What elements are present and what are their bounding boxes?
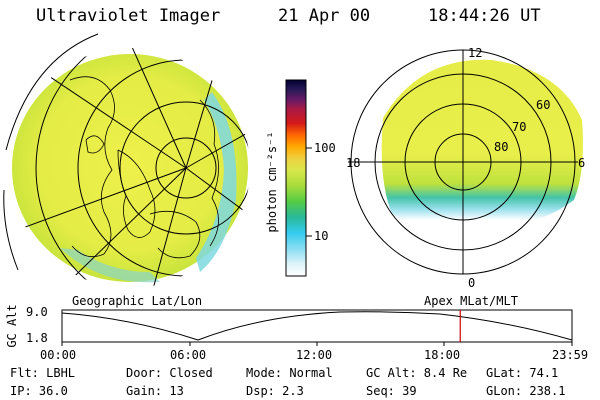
altitude-plot — [61, 309, 573, 346]
time-tick-1200: 12:00 — [296, 348, 333, 362]
colorbar-tick-100: 100 — [314, 141, 336, 155]
uv-emission-image-left — [12, 54, 248, 282]
mlt-label-dusk: 18 — [346, 156, 361, 170]
filter-status: Flt: LBHL — [10, 366, 76, 380]
time-tick-1800: 18:00 — [424, 348, 461, 362]
mlat-label-80: 80 — [494, 140, 509, 154]
glat-status: GLat: 74.1 — [486, 366, 559, 380]
colorbar-tick-10: 10 — [314, 229, 329, 243]
uv-emission-image-right — [381, 59, 583, 233]
observation-date: 21 Apr 00 — [278, 6, 371, 26]
mlat-label-70: 70 — [512, 120, 527, 134]
door-status: Door: Closed — [126, 366, 213, 380]
gc-alt-status: GC Alt: 8.4 Re — [366, 366, 468, 380]
ip-status: IP: 36.0 — [10, 384, 68, 398]
colorbar — [285, 79, 312, 277]
altitude-tick-high: 9.0 — [26, 305, 48, 319]
glon-status: GLon: 238.1 — [486, 384, 566, 398]
colorbar-scale — [285, 79, 307, 277]
altitude-plot-frame — [61, 309, 573, 343]
gain-status: Gain: 13 — [126, 384, 184, 398]
time-tick-0600: 06:00 — [170, 348, 207, 362]
altitude-tick-low: 1.8 — [26, 331, 48, 345]
mlat-label-60: 60 — [536, 98, 551, 112]
dsp-status: Dsp: 2.3 — [246, 384, 304, 398]
time-tick-0000: 00:00 — [40, 348, 77, 362]
mlt-label-dawn: 6 — [578, 156, 586, 170]
seq-status: Seq: 39 — [366, 384, 417, 398]
mlt-label-midnight: 0 — [468, 276, 476, 290]
observation-time: 18:44:26 UT — [428, 6, 541, 26]
magnetic-map — [348, 49, 583, 275]
mode-status: Mode: Normal — [246, 366, 333, 380]
right-map-caption: Apex MLat/MLT — [424, 294, 518, 308]
altitude-y-label: GC Alt — [5, 304, 19, 348]
time-tick-2359: 23:59 — [552, 348, 589, 362]
colorbar-unit-label: photon cm⁻²s⁻¹ — [265, 131, 279, 233]
instrument-title: Ultraviolet Imager — [36, 6, 221, 26]
mlt-label-noon: 12 — [468, 46, 483, 60]
left-map-caption: Geographic Lat/Lon — [72, 294, 203, 308]
altitude-curve — [61, 311, 573, 341]
